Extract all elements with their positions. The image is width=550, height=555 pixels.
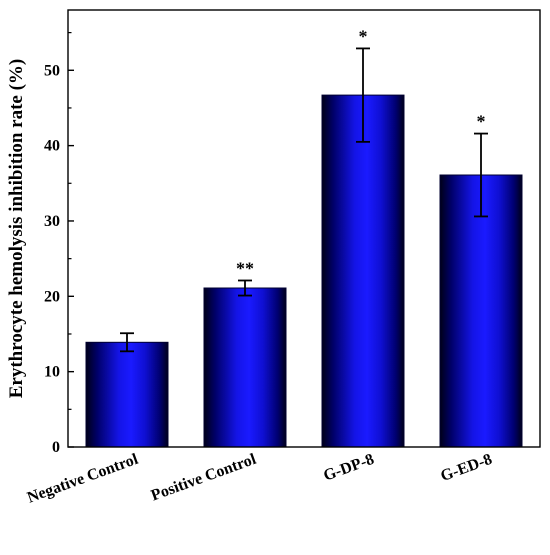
plot-frame bbox=[67, 9, 541, 448]
category-label-1: Negative Control bbox=[25, 451, 141, 507]
y-tick-label-50: 50 bbox=[44, 62, 60, 79]
bar-1 bbox=[85, 341, 169, 448]
y-axis-label: Erythrocyte hemolysis inhibition rate (%… bbox=[6, 59, 27, 399]
bar-3 bbox=[321, 94, 405, 448]
bar-2 bbox=[203, 287, 287, 448]
bar-4 bbox=[439, 174, 523, 448]
y-tick-label-40: 40 bbox=[44, 138, 60, 155]
y-tick-label-20: 20 bbox=[44, 288, 60, 305]
y-tick-label-30: 30 bbox=[44, 213, 60, 230]
category-label-2: Positive Control bbox=[149, 451, 259, 505]
y-tick-label-0: 0 bbox=[52, 439, 60, 456]
significance-label-4: * bbox=[477, 112, 486, 132]
significance-label-2: ** bbox=[236, 259, 254, 279]
category-label-3: G-DP-8 bbox=[321, 451, 376, 485]
category-label-4: G-ED-8 bbox=[438, 451, 494, 485]
significance-label-3: * bbox=[359, 26, 368, 46]
y-tick-label-10: 10 bbox=[44, 364, 60, 381]
